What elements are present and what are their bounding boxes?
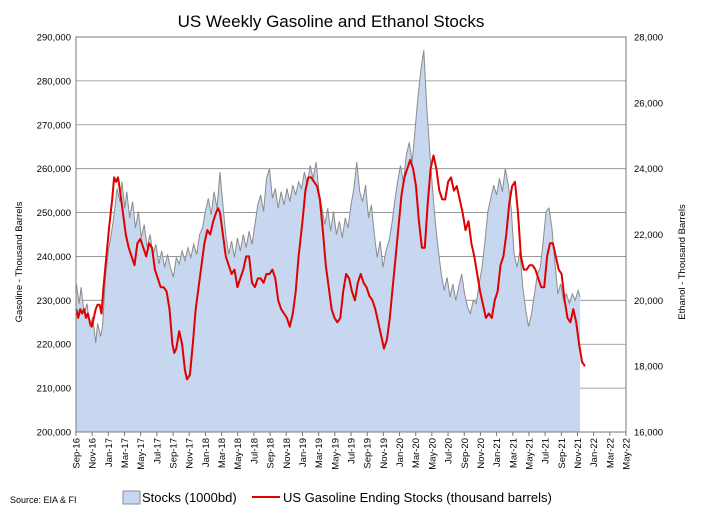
x-tick-label: Nov-16: [88, 438, 99, 469]
y-tick-left: 230,000: [37, 296, 71, 307]
y-axis-right-ticks: 16,000 18,000 20,000 22,000 24,000 26,000 28,0…: [634, 33, 663, 439]
x-tick-label: Sep-19: [363, 438, 374, 469]
x-tick-label: Jan-17: [104, 438, 115, 467]
legend-swatch-stocks: [122, 490, 141, 505]
y-tick-right: 28,000: [634, 33, 663, 44]
x-tick-label: Sep-18: [266, 438, 277, 469]
x-tick-label: Jan-22: [589, 438, 600, 467]
x-tick-label: May-22: [622, 438, 633, 470]
y-axis-left-ticks: 200,000 210,000 220,000 230,000 240,000 250,0…: [37, 33, 71, 439]
x-tick-label: Nov-19: [379, 438, 390, 469]
x-tick-label: Mar-21: [508, 438, 519, 468]
y-tick-left: 290,000: [37, 33, 71, 44]
legend-label-gasoline: US Gasoline Ending Stocks (thousand barr…: [283, 490, 552, 505]
y-tick-right: 22,000: [634, 230, 663, 241]
x-tick-label: Sep-21: [557, 438, 568, 469]
y-tick-left: 210,000: [37, 384, 71, 395]
x-tick-label: May-18: [233, 438, 244, 470]
x-tick-label: Jan-21: [492, 438, 503, 467]
y-axis-left-label: Gasoline - Thousand Barrels: [14, 201, 25, 322]
gasoline-line-series: [75, 154, 586, 381]
y-tick-left: 250,000: [37, 208, 71, 219]
y-tick-right: 18,000: [634, 362, 663, 373]
x-tick-label: May-19: [330, 438, 341, 470]
y-axis-right-label: Ethanol - Thousand Barrels: [677, 204, 688, 320]
ethanol-area-fill: [76, 50, 581, 432]
x-tick-label: Mar-17: [120, 438, 131, 468]
y-tick-right: 26,000: [634, 98, 663, 109]
x-tick-label: Jan-19: [298, 438, 309, 467]
x-tick-label: Jul-17: [152, 438, 163, 464]
x-tick-label: Mar-18: [217, 438, 228, 468]
y-tick-left: 280,000: [37, 76, 71, 87]
chart-title: US Weekly Gasoline and Ethanol Stocks: [178, 12, 485, 31]
legend: Stocks (1000bd) US Gasoline Ending Stock…: [122, 490, 552, 505]
y-tick-left: 200,000: [37, 428, 71, 439]
y-tick-right: 24,000: [634, 164, 663, 175]
x-tick-label: Sep-17: [169, 438, 180, 469]
legend-label-stocks: Stocks (1000bd): [142, 490, 237, 505]
x-tick-label: Nov-20: [476, 438, 487, 469]
y-tick-right: 20,000: [634, 296, 663, 307]
x-tick-label: Jul-18: [249, 438, 260, 464]
ethanol-area-outline: [75, 50, 581, 344]
x-tick-label: Mar-20: [411, 438, 422, 468]
y-tick-right: 16,000: [634, 428, 663, 439]
y-tick-left: 240,000: [37, 252, 71, 263]
x-tick-label: Sep-16: [72, 438, 83, 469]
x-tick-label: Jul-20: [444, 438, 455, 464]
y-tick-left: 270,000: [37, 120, 71, 131]
x-tick-label: Nov-21: [573, 438, 584, 469]
x-tick-label: Sep-20: [460, 438, 471, 469]
x-tick-label: May-20: [427, 438, 438, 470]
x-tick-label: Jul-19: [347, 438, 358, 464]
x-axis-ticks: Sep-16 Nov-16 Jan-17 Mar-17 May-17 Jul-17 Sep-…: [72, 432, 633, 470]
ethanol-area-series: [75, 50, 581, 432]
x-tick-label: May-21: [524, 438, 535, 470]
x-tick-label: Mar-22: [605, 438, 616, 468]
x-tick-label: Mar-19: [314, 438, 325, 468]
x-tick-label: Nov-17: [185, 438, 196, 469]
x-tick-label: Nov-18: [282, 438, 293, 469]
x-tick-label: May-17: [136, 438, 147, 470]
gasoline-line: [75, 154, 586, 381]
y-tick-left: 220,000: [37, 340, 71, 351]
source-note: Source: EIA & FI: [10, 495, 77, 505]
x-tick-label: Jan-18: [201, 438, 212, 467]
x-tick-label: Jan-20: [395, 438, 406, 467]
x-tick-label: Jul-21: [541, 438, 552, 464]
y-tick-left: 260,000: [37, 164, 71, 175]
